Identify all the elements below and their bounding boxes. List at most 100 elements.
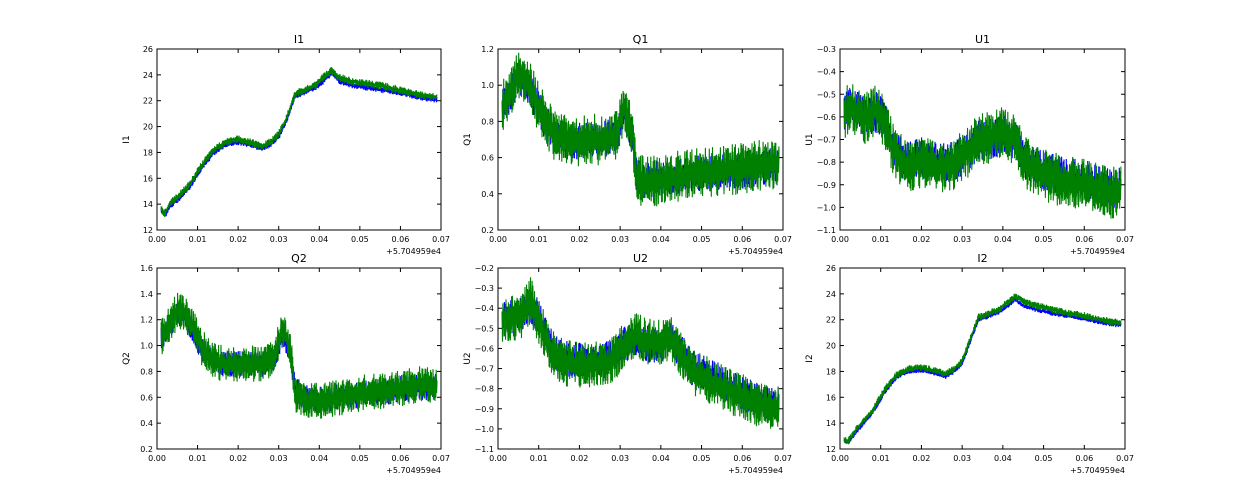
y-axis-label: U2 [463, 352, 473, 364]
x-offset-label: +5.704959e4 [1070, 247, 1125, 256]
chart-panel-u1: 0.00 0.01 0.02 0.03 0.04 0.05 0.06 0.07 −1.1 −1.0… [805, 33, 1134, 256]
x-offset-label: +5.704959e4 [1070, 466, 1125, 475]
y-tick-label: 16 [143, 174, 153, 183]
y-tick-label: −0.6 [475, 344, 494, 353]
x-tick-label: 0.04 [994, 235, 1012, 244]
y-tick-label: −0.3 [817, 45, 836, 54]
x-tick-label: 0.06 [392, 454, 410, 463]
x-tick-label: 0.05 [1035, 454, 1053, 463]
y-tick-label: 22 [826, 316, 836, 325]
y-tick-label: −0.8 [817, 158, 836, 167]
x-tick-label: 0.03 [953, 235, 971, 244]
y-tick-label: 0.4 [140, 419, 153, 428]
x-tick-label: 0.02 [229, 235, 247, 244]
x-tick-label: 0.01 [872, 454, 890, 463]
y-tick-label: −0.3 [475, 284, 494, 293]
x-tick-label: 0.00 [831, 454, 849, 463]
y-tick-label: 1.2 [140, 316, 153, 325]
y-tick-label: 14 [143, 200, 153, 209]
y-tick-label: 12 [143, 226, 153, 235]
plot-frame [839, 267, 1126, 450]
y-tick-label: 14 [826, 419, 836, 428]
x-tick-label: 0.02 [913, 235, 931, 244]
x-tick-label: 0.03 [270, 235, 288, 244]
y-tick-label: 16 [826, 393, 836, 402]
x-tick-label: 0.06 [733, 235, 751, 244]
x-tick-label: 0.05 [351, 235, 369, 244]
x-tick-label: 0.07 [774, 235, 792, 244]
y-tick-label: 24 [826, 290, 836, 299]
chart-title: Q2 [291, 252, 307, 265]
y-tick-label: 1.0 [140, 342, 153, 351]
x-tick-label: 0.04 [652, 235, 670, 244]
x-tick-label: 0.00 [489, 235, 507, 244]
plot-frame [156, 267, 442, 450]
plot-frame [497, 267, 784, 450]
y-tick-label: −0.4 [817, 68, 836, 77]
x-offset-label: +5.704959e4 [386, 466, 441, 475]
y-tick-label: 1.4 [140, 290, 153, 299]
y-tick-label: 22 [143, 97, 153, 106]
y-tick-label: −0.9 [817, 181, 836, 190]
chart-panel-i2: 0.00 0.01 0.02 0.03 0.04 0.05 0.06 0.07 12 14 16 18… [805, 252, 1134, 475]
x-tick-label: 0.06 [733, 454, 751, 463]
chart-title: U1 [975, 33, 990, 46]
y-axis-label: I1 [122, 135, 132, 143]
x-offset-label: +5.704959e4 [728, 466, 783, 475]
x-tick-label: 0.00 [148, 235, 166, 244]
y-tick-label: −1.1 [817, 226, 836, 235]
y-tick-label: −0.6 [817, 113, 836, 122]
x-tick-label: 0.00 [148, 454, 166, 463]
x-tick-label: 0.02 [571, 454, 589, 463]
y-tick-label: 18 [143, 148, 153, 157]
y-tick-label: −0.5 [817, 90, 836, 99]
y-tick-label: 0.2 [481, 226, 494, 235]
x-tick-label: 0.05 [693, 454, 711, 463]
chart-title: I2 [977, 252, 987, 265]
x-offset-label: +5.704959e4 [386, 247, 441, 256]
y-tick-label: −0.5 [475, 324, 494, 333]
y-tick-label: −0.8 [475, 385, 494, 394]
x-tick-label: 0.03 [953, 454, 971, 463]
y-tick-label: −0.9 [475, 405, 494, 414]
x-tick-label: 0.01 [530, 235, 548, 244]
y-tick-label: 20 [826, 342, 836, 351]
x-tick-label: 0.01 [189, 454, 207, 463]
series-line-2 [843, 84, 1122, 219]
y-tick-label: 1.0 [481, 81, 494, 90]
x-tick-label: 0.07 [774, 454, 792, 463]
x-tick-label: 0.04 [310, 235, 328, 244]
series-line-2 [501, 52, 780, 207]
x-tick-label: 0.07 [1116, 454, 1134, 463]
series-line-1 [843, 297, 1122, 444]
y-tick-label: 26 [143, 45, 153, 54]
y-tick-label: −1.1 [475, 445, 494, 454]
x-tick-label: 0.07 [432, 454, 450, 463]
x-tick-label: 0.04 [652, 454, 670, 463]
chart-panel-i1: 0.00 0.01 0.02 0.03 0.04 0.05 0.06 0.07 12 14 16 18… [122, 33, 450, 256]
plot-frame [156, 48, 442, 231]
chart-title: I1 [294, 33, 304, 46]
y-axis-label: U1 [805, 133, 815, 145]
y-tick-label: −1.0 [817, 203, 836, 212]
chart-panel-q2: 0.00 0.01 0.02 0.03 0.04 0.05 0.06 0.07 0.2 0.4 0.… [122, 252, 450, 475]
x-tick-label: 0.00 [489, 454, 507, 463]
chart-title: Q1 [633, 33, 649, 46]
y-axis-label: I2 [805, 354, 815, 362]
x-tick-label: 0.06 [1075, 235, 1093, 244]
x-tick-label: 0.03 [270, 454, 288, 463]
x-tick-label: 0.05 [693, 235, 711, 244]
plot-frame [497, 48, 784, 231]
x-tick-label: 0.01 [872, 235, 890, 244]
series-line-2 [160, 67, 438, 217]
chart-title: U2 [633, 252, 648, 265]
chart-panel-q1: 0.00 0.01 0.02 0.03 0.04 0.05 0.06 0.07 0.2 0.4 0.… [463, 33, 792, 256]
y-tick-label: 0.2 [140, 445, 153, 454]
x-tick-label: 0.02 [571, 235, 589, 244]
y-tick-label: 18 [826, 367, 836, 376]
x-tick-label: 0.02 [229, 454, 247, 463]
y-tick-label: 12 [826, 445, 836, 454]
y-tick-label: −1.0 [475, 425, 494, 434]
x-tick-label: 0.06 [1075, 454, 1093, 463]
